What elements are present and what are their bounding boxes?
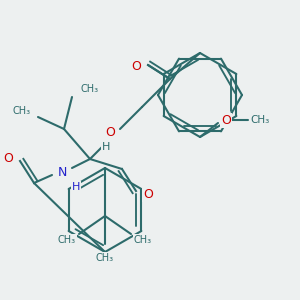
- Text: O: O: [221, 113, 231, 127]
- Text: CH₃: CH₃: [250, 115, 270, 125]
- Text: O: O: [131, 61, 141, 74]
- Text: CH₃: CH₃: [13, 106, 31, 116]
- Text: CH₃: CH₃: [96, 253, 114, 263]
- Text: CH₃: CH₃: [81, 84, 99, 94]
- Text: H: H: [102, 142, 110, 152]
- Text: O: O: [3, 152, 13, 166]
- Text: CH₃: CH₃: [134, 235, 152, 245]
- Text: N: N: [57, 167, 67, 179]
- Text: O: O: [105, 127, 115, 140]
- Text: CH₃: CH₃: [58, 235, 76, 245]
- Text: O: O: [143, 188, 153, 200]
- Text: H: H: [72, 182, 80, 192]
